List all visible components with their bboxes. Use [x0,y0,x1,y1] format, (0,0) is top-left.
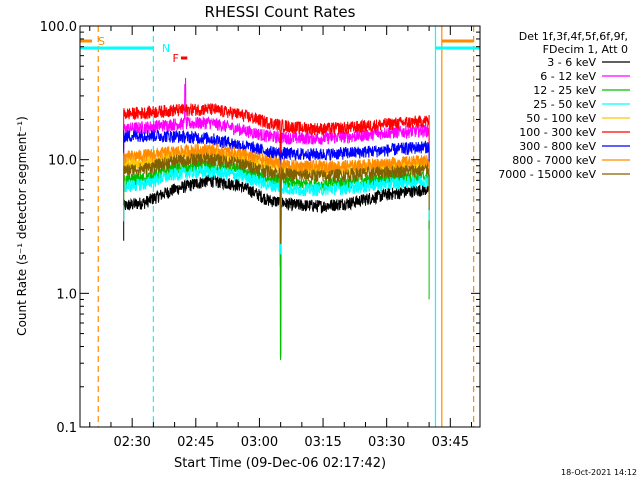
x-axis: 02:30 02:45 03:00 03:15 03:30 03:45 [89,26,473,450]
x-tick-label: 02:30 [113,435,150,450]
legend-entry-label: 7000 - 15000 keV [498,168,596,181]
x-tick-label: 03:30 [368,435,405,450]
series-line [123,77,430,212]
x-tick-label: 03:15 [304,435,341,450]
legend-header-line: Det 1f,3f,4f,5f,6f,9f, [519,30,628,43]
y-tick-label: 10.0 [48,154,77,169]
legend-header-line: FDecim 1, Att 0 [543,43,628,56]
series-line [123,174,430,269]
series-layer [123,77,430,361]
legend-entry-label: 25 - 50 keV [533,98,596,111]
legend-entry-label: 12 - 25 keV [533,84,596,97]
series-line [123,152,430,245]
x-axis-label: Start Time (09-Dec-06 02:17:42) [174,456,386,471]
x-tick-label: 02:45 [177,435,214,450]
y-tick-label: 100.0 [40,20,77,35]
legend-entry-label: 800 - 7000 keV [512,154,596,167]
legend-entry-label: 3 - 6 keV [547,56,596,69]
legend-entry-label: 100 - 300 keV [519,126,596,139]
x-tick-label: 03:00 [241,435,278,450]
series-line [123,164,430,255]
legend-entry-label: 50 - 100 keV [526,112,596,125]
x-tick-label: 03:45 [432,435,469,450]
plot-frame [79,25,481,428]
footer-date: 18-Oct-2021 14:12 [561,468,637,477]
series-line [123,102,430,201]
saa-flag-label: S [98,35,105,48]
legend-entry-label: 6 - 12 keV [540,70,596,83]
flag-lines: S NF [80,26,480,427]
y-axis-label: Count Rate (s⁻¹ detector segment⁻¹) [15,116,29,336]
flare-flag-label: F [172,52,178,65]
legend-entry-label: 300 - 800 keV [519,140,596,153]
y-tick-label: 0.1 [56,421,77,436]
legend: Det 1f,3f,4f,5f,6f,9f,FDecim 1, Att 03 -… [498,30,630,181]
chart-title: RHESSI Count Rates [205,3,356,21]
y-tick-label: 1.0 [56,287,77,302]
series-line [123,142,430,238]
night-flag-label: N [162,42,170,55]
y-axis: 0.1 1.0 10.0 100.0 [40,20,480,436]
